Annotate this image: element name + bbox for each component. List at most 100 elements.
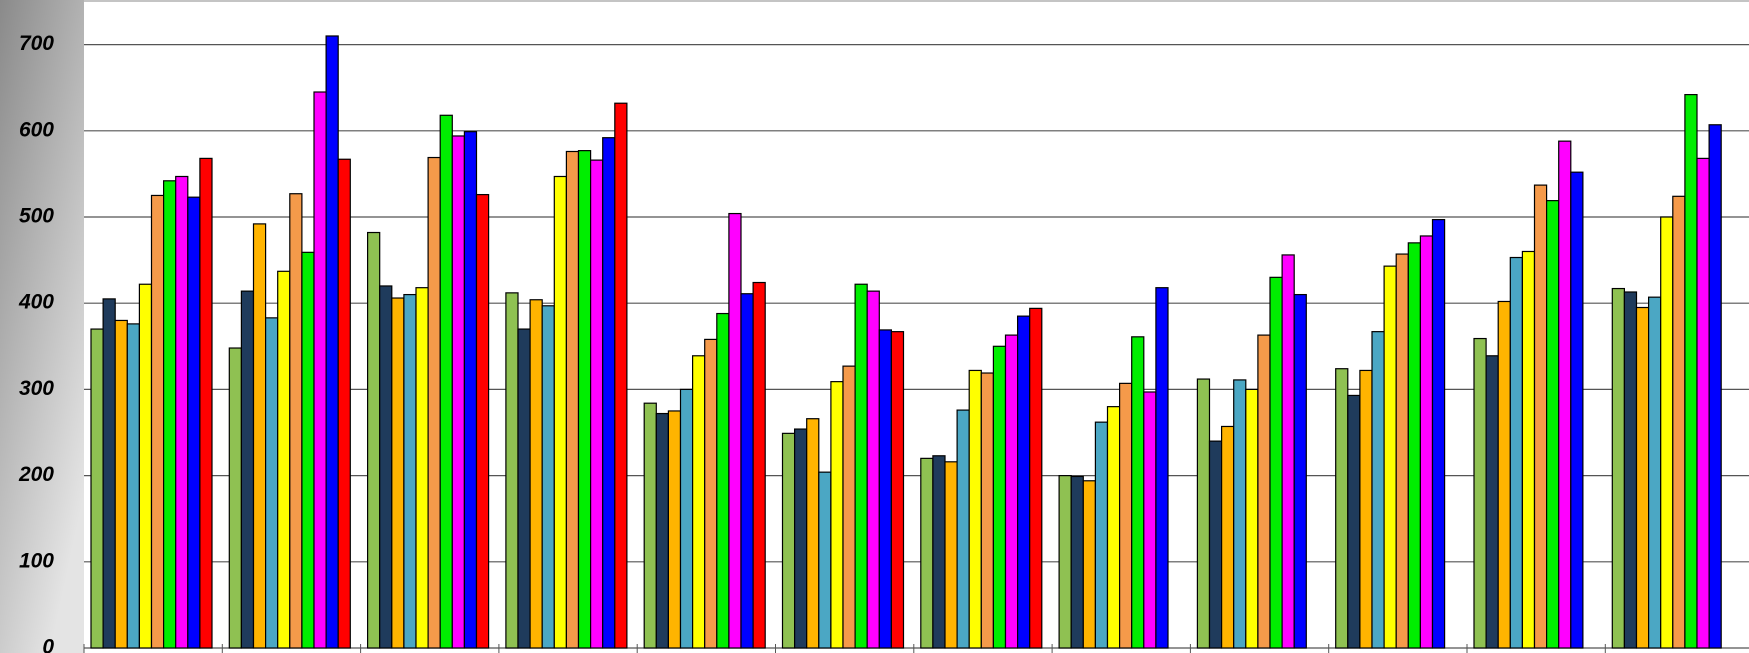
bar — [1473, 337, 1487, 649]
bar — [1058, 475, 1072, 649]
bar — [614, 102, 628, 649]
bar — [313, 91, 327, 649]
bar — [1708, 124, 1722, 649]
bar — [781, 432, 796, 649]
bar — [1635, 306, 1650, 649]
bar — [716, 312, 730, 649]
bar — [138, 283, 153, 649]
bar — [992, 345, 1007, 649]
bar — [806, 418, 820, 649]
bar — [1545, 200, 1560, 649]
bar — [1660, 216, 1674, 649]
bar — [529, 299, 543, 649]
bar — [1220, 425, 1235, 649]
y-tick-label: 0 — [42, 636, 54, 653]
bar — [980, 372, 994, 649]
bar — [463, 131, 478, 649]
bar — [451, 135, 465, 649]
bar — [163, 180, 177, 649]
bar — [1419, 235, 1434, 649]
bar — [752, 281, 766, 649]
bar — [1497, 300, 1511, 649]
bar — [541, 305, 555, 649]
bar — [1623, 291, 1638, 649]
bar — [1371, 331, 1385, 649]
bar — [1106, 406, 1121, 649]
y-tick-label: 200 — [18, 463, 54, 486]
bar — [691, 355, 706, 649]
bar — [1335, 368, 1349, 649]
bar — [577, 150, 592, 649]
bar — [1233, 379, 1247, 649]
bar — [1143, 391, 1157, 649]
bar — [1570, 171, 1584, 649]
bar — [175, 175, 189, 649]
bar — [475, 193, 490, 649]
bar — [1070, 475, 1084, 649]
bar — [932, 455, 946, 649]
bar — [1696, 157, 1710, 649]
bar — [956, 409, 970, 649]
bar — [150, 194, 165, 649]
bar — [1407, 242, 1422, 649]
bar — [793, 428, 808, 649]
bar — [818, 471, 832, 649]
bar — [1196, 378, 1211, 649]
bar — [728, 212, 742, 649]
bar — [968, 369, 982, 649]
bar — [1431, 218, 1446, 649]
bar — [679, 388, 694, 649]
bar — [655, 412, 669, 649]
bar — [1082, 480, 1097, 649]
bar — [1647, 296, 1662, 649]
axis-panel — [0, 0, 84, 653]
bar — [830, 381, 844, 649]
bar — [126, 323, 141, 649]
bar — [439, 114, 453, 649]
bar — [301, 251, 315, 649]
bar — [842, 365, 856, 649]
bar — [427, 156, 441, 649]
bar — [228, 347, 243, 649]
bar — [1684, 93, 1698, 649]
bar — [553, 175, 567, 649]
bar — [1118, 382, 1133, 649]
bar — [1395, 253, 1409, 649]
bar — [325, 35, 339, 649]
bar — [265, 317, 279, 649]
bar — [1359, 369, 1373, 649]
bar — [391, 297, 405, 649]
bar — [1281, 254, 1295, 649]
bar — [277, 270, 291, 649]
bar — [589, 159, 604, 649]
bar — [517, 328, 531, 649]
bar — [1509, 256, 1524, 649]
bar — [1347, 394, 1361, 649]
bar — [240, 290, 255, 649]
y-tick-label: 600 — [19, 118, 54, 141]
bar — [1269, 276, 1283, 649]
bar — [1383, 265, 1397, 649]
y-tick-label: 300 — [19, 377, 54, 400]
plot-area — [84, 0, 1749, 653]
y-tick-label: 400 — [18, 291, 54, 314]
bar — [878, 329, 892, 649]
bar — [920, 457, 934, 649]
bar — [1094, 421, 1109, 649]
bar — [289, 193, 303, 649]
bar — [1293, 293, 1307, 649]
bar — [252, 223, 267, 649]
bar — [337, 158, 351, 649]
bar — [1004, 334, 1019, 649]
bar — [102, 298, 116, 649]
bar — [1485, 355, 1499, 649]
bar — [704, 338, 718, 649]
bar — [367, 231, 381, 649]
bar — [415, 287, 429, 649]
bar — [1672, 195, 1686, 649]
bar — [854, 283, 868, 649]
bar — [1155, 287, 1169, 649]
y-tick-label: 100 — [19, 549, 54, 572]
bar — [1131, 336, 1145, 649]
